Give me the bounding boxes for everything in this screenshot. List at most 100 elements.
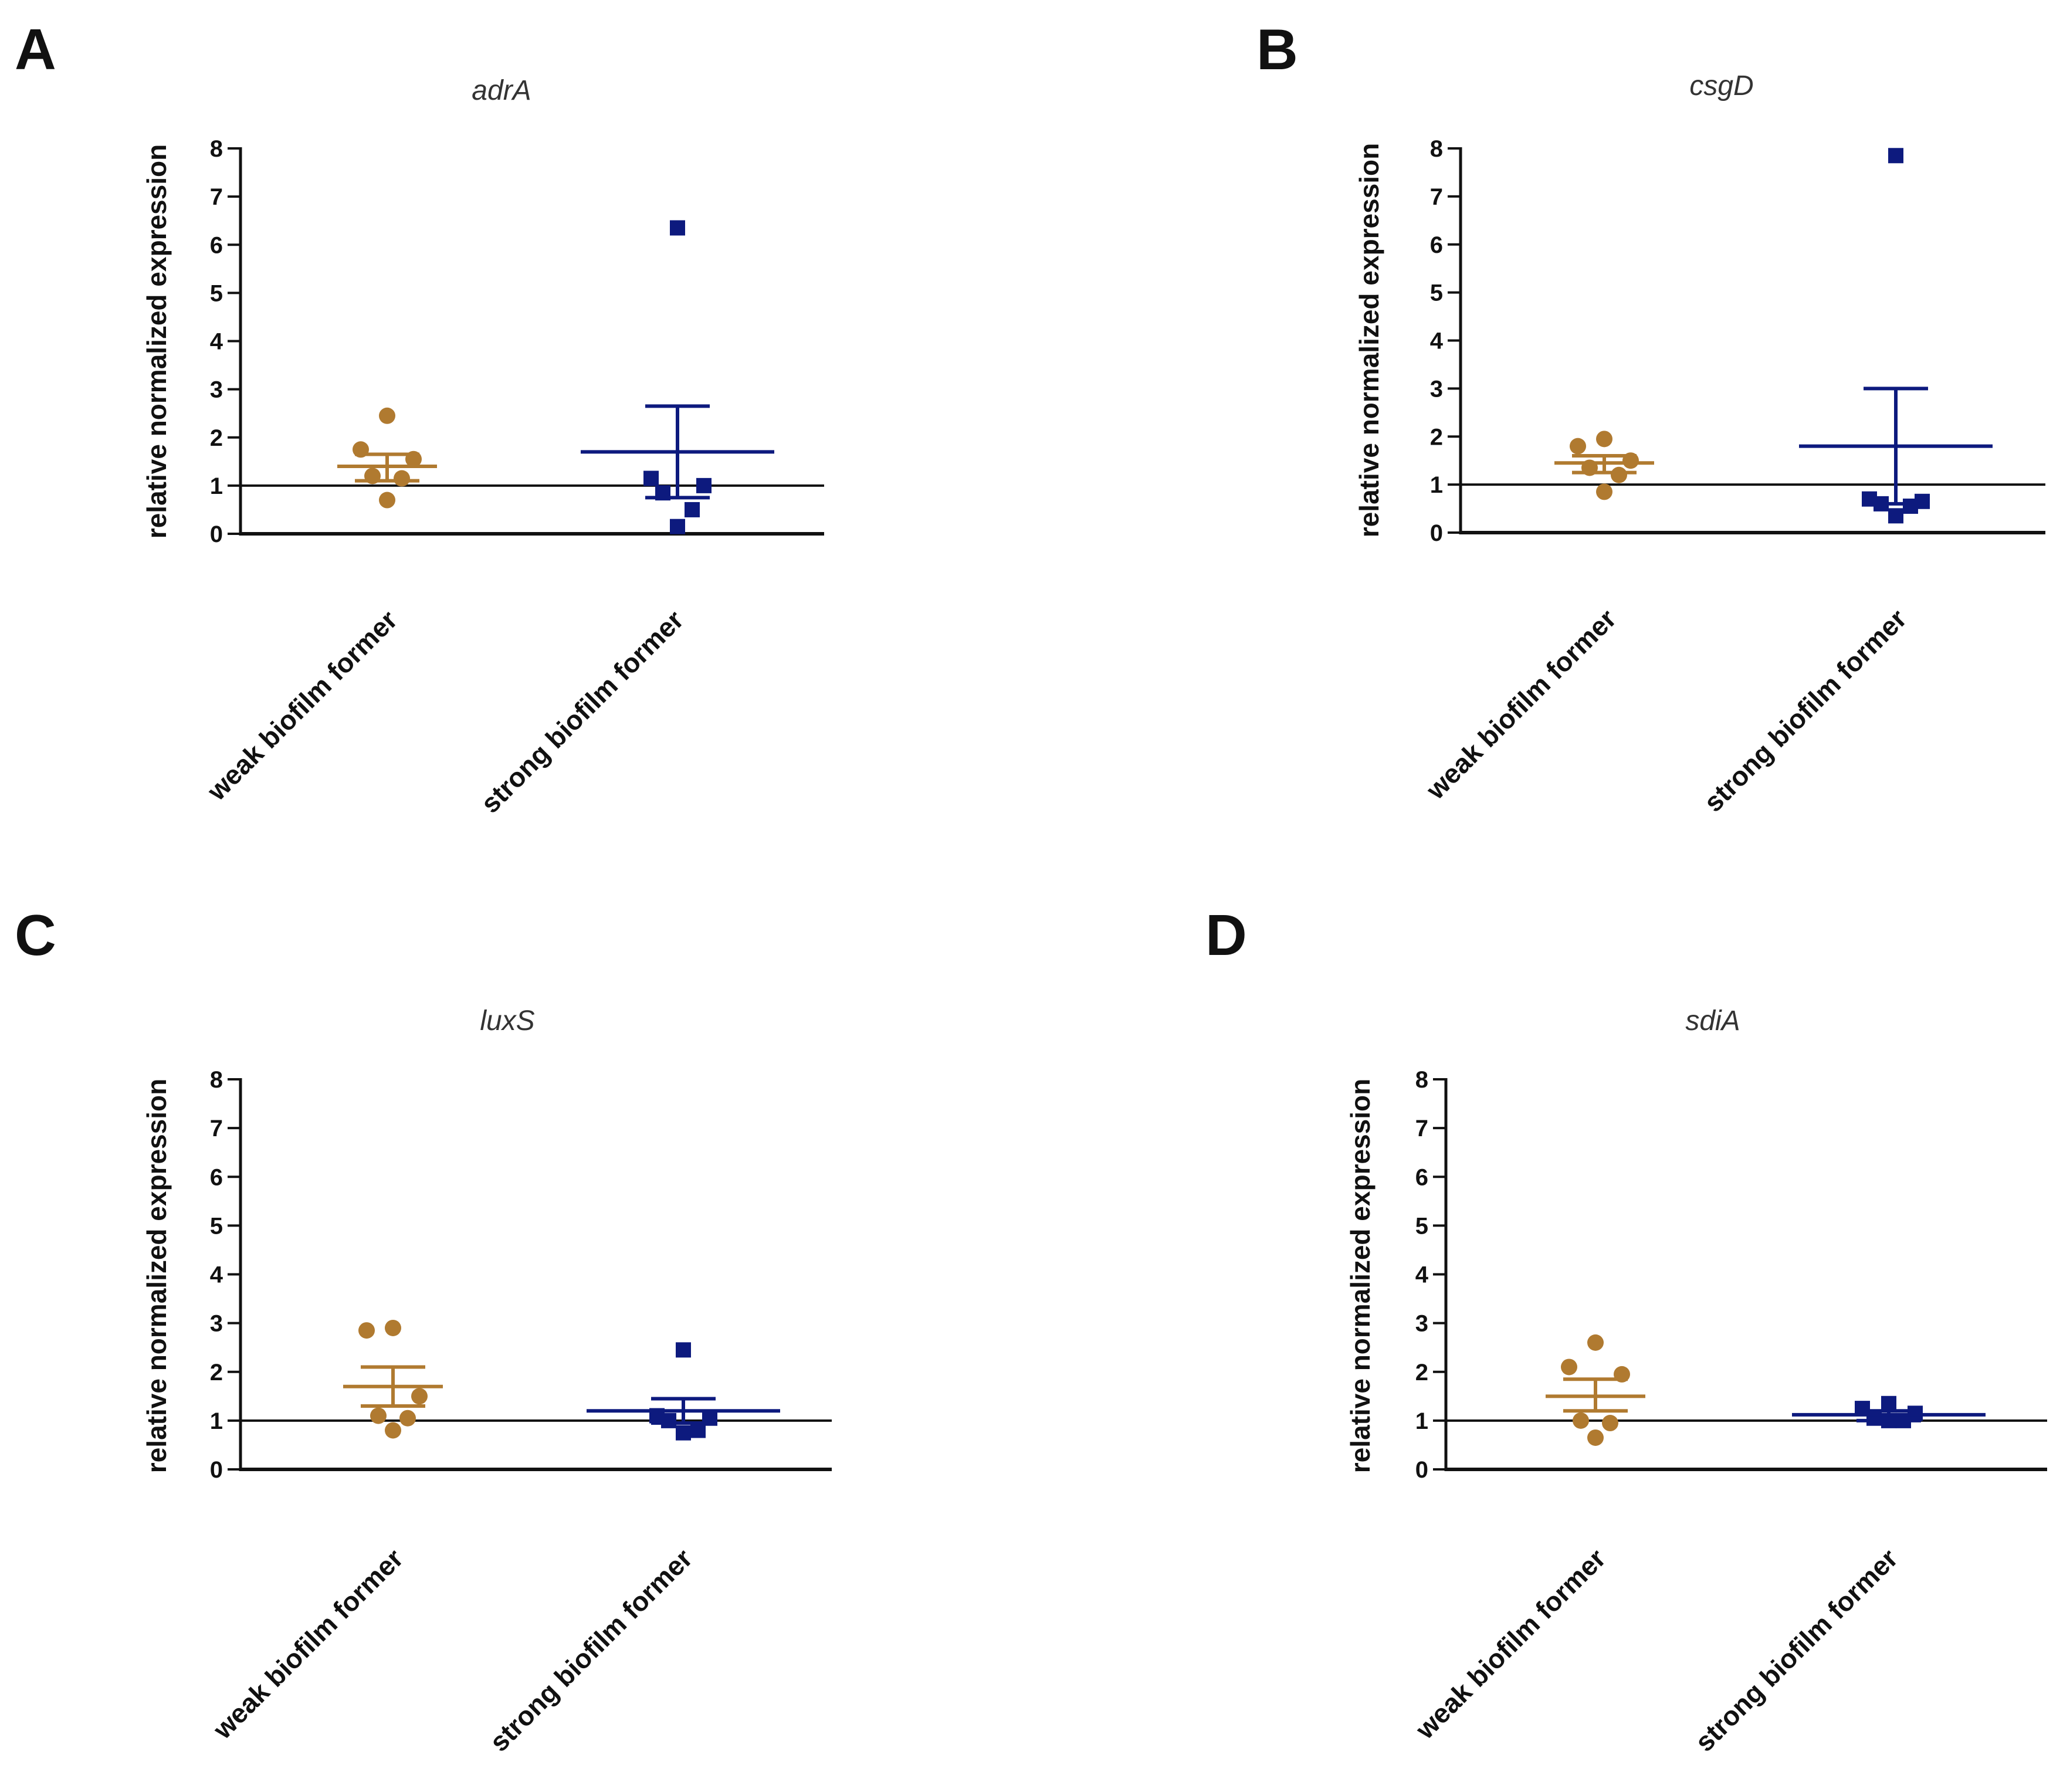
panel-b-group-strong-point — [1874, 496, 1889, 511]
panel-c-category-label: strong biofilm former — [483, 1543, 698, 1757]
panel-a-y-tick-label: 3 — [210, 377, 223, 403]
panel-a-y-tick-label: 5 — [210, 280, 223, 306]
panel-b-y-tick-label: 4 — [1430, 328, 1444, 354]
panel-d-group-weak — [1546, 1334, 1645, 1446]
panel-d-y-tick-label: 1 — [1415, 1408, 1428, 1434]
panel-c-group-strong — [587, 1342, 780, 1441]
panel-c-group-weak — [343, 1319, 443, 1439]
panel-d-group-weak-point — [1614, 1366, 1630, 1383]
panel-d-group-weak-point — [1573, 1412, 1589, 1429]
panel-a-title: adrA — [472, 75, 531, 106]
panel-b-group-weak-point — [1611, 466, 1627, 483]
panel-b-group-weak — [1554, 431, 1654, 500]
panel-a-group-weak-point — [394, 470, 410, 487]
panel-a-group-weak-point — [353, 441, 369, 458]
panel-b-y-axis-label: relative normalized expression — [1354, 143, 1384, 537]
panel-a-group-strong-point — [643, 470, 659, 486]
panel-d-group-weak-point — [1587, 1429, 1604, 1446]
panel-c-y-tick-label: 4 — [210, 1262, 223, 1288]
panel-c-title: luxS — [480, 1005, 534, 1036]
panel-a-y-tick-label: 8 — [210, 136, 223, 162]
panel-a-letter: A — [15, 17, 56, 82]
panel-d-y-tick-label: 0 — [1415, 1457, 1428, 1483]
panel-c-letter: C — [15, 903, 56, 967]
panel-d-y-tick-label: 3 — [1415, 1311, 1428, 1337]
panel-d-title: sdiA — [1685, 1005, 1740, 1036]
panel-a-y-tick-label: 1 — [210, 473, 223, 499]
panel-d-group-strong-point — [1881, 1395, 1896, 1411]
panel-d-group-weak-point — [1561, 1359, 1577, 1376]
panel-a-group-weak-point — [405, 450, 422, 468]
panel-a-category-label: weak biofilm former — [201, 604, 403, 807]
panel-c-group-weak-point — [370, 1407, 387, 1424]
panel-b-group-strong-point — [1888, 148, 1903, 164]
panel-d-y-tick-label: 7 — [1415, 1116, 1428, 1141]
panel-d-group-strong — [1792, 1395, 1986, 1428]
panel-a-y-tick-label: 0 — [210, 521, 223, 547]
panel-c-y-tick-label: 0 — [210, 1457, 223, 1483]
panel-b-group-weak-point — [1570, 438, 1586, 455]
panel-a-y-axis-label: relative normalized expression — [141, 144, 172, 538]
panel-b-y-tick-label: 1 — [1430, 472, 1443, 498]
panel-b-group-weak-point — [1622, 452, 1639, 469]
panel-b-group-strong — [1799, 148, 1993, 524]
panel-c-group-strong-point — [661, 1412, 676, 1428]
panel-b-category-label: weak biofilm former — [1420, 603, 1622, 805]
panel-b-y-tick-label: 2 — [1430, 424, 1443, 450]
panel-a-group-weak-point — [364, 468, 381, 485]
panel-d-category-label: strong biofilm former — [1689, 1543, 1903, 1757]
panel-a-category-label: strong biofilm former — [475, 604, 689, 819]
panel-b-y-tick-label: 8 — [1430, 136, 1443, 162]
panel-d-y-tick-label: 6 — [1415, 1164, 1428, 1190]
panel-d-group-strong-point — [1866, 1410, 1882, 1426]
panel-b-group-weak-point — [1596, 483, 1612, 500]
panel-c-group-weak-point — [399, 1410, 416, 1427]
panel-a-group-strong-point — [670, 220, 685, 236]
panel-b-y-tick-label: 3 — [1430, 376, 1443, 402]
panel-b-y-tick-label: 7 — [1430, 184, 1443, 210]
panel-a-group-weak-point — [379, 407, 395, 424]
panel-c-group-strong-point — [690, 1422, 706, 1438]
panel-b-y-tick-label: 0 — [1430, 520, 1443, 546]
panel-d-group-weak-point — [1587, 1334, 1604, 1351]
panel-b-letter: B — [1256, 17, 1298, 82]
panel-b-category-label: strong biofilm former — [1698, 603, 1912, 818]
panel-a-group-weak — [337, 407, 437, 509]
panel-a-y-tick-label: 4 — [210, 329, 223, 355]
panel-c-y-tick-label: 3 — [210, 1311, 223, 1337]
panel-c-group-weak-point — [411, 1388, 428, 1405]
panel-d-y-tick-label: 2 — [1415, 1360, 1428, 1386]
panel-d-y-axis-label: relative normalized expression — [1345, 1079, 1376, 1473]
panel-d-y-tick-label: 4 — [1415, 1262, 1429, 1288]
panel-c-y-tick-label: 7 — [210, 1116, 223, 1141]
panel-c-y-tick-label: 2 — [210, 1360, 223, 1386]
panel-b-group-weak-point — [1596, 431, 1612, 448]
panel-d-y-tick-label: 5 — [1415, 1213, 1428, 1239]
panel-c-group-strong-point — [676, 1425, 691, 1441]
panel-c-group-weak-point — [358, 1322, 375, 1339]
panel-c-y-axis-label: relative normalized expression — [141, 1079, 172, 1473]
panel-a-y-tick-label: 6 — [210, 232, 223, 258]
panel-c-category-label: weak biofilm former — [206, 1543, 409, 1745]
panel-c-y-tick-label: 5 — [210, 1213, 223, 1239]
panel-a-y-tick-label: 7 — [210, 184, 223, 210]
panel-b-y-tick-label: 5 — [1430, 280, 1443, 306]
panel-c-group-strong-point — [676, 1342, 691, 1358]
panel-c-group-weak-point — [385, 1422, 401, 1439]
panel-a-group-weak-point — [379, 492, 395, 509]
panel-a-group-strong-point — [670, 519, 685, 534]
panel-b-title: csgD — [1689, 70, 1753, 101]
panel-b-group-strong-point — [1888, 508, 1903, 524]
panel-a-group-strong-point — [685, 502, 700, 517]
panel-d-group-weak-point — [1602, 1415, 1618, 1432]
panel-a-group-strong-point — [655, 485, 670, 501]
panel-c-y-tick-label: 6 — [210, 1164, 223, 1190]
panel-b-y-tick-label: 6 — [1430, 232, 1443, 258]
panel-a-group-strong-point — [696, 477, 712, 493]
panel-d-letter: D — [1205, 903, 1247, 967]
